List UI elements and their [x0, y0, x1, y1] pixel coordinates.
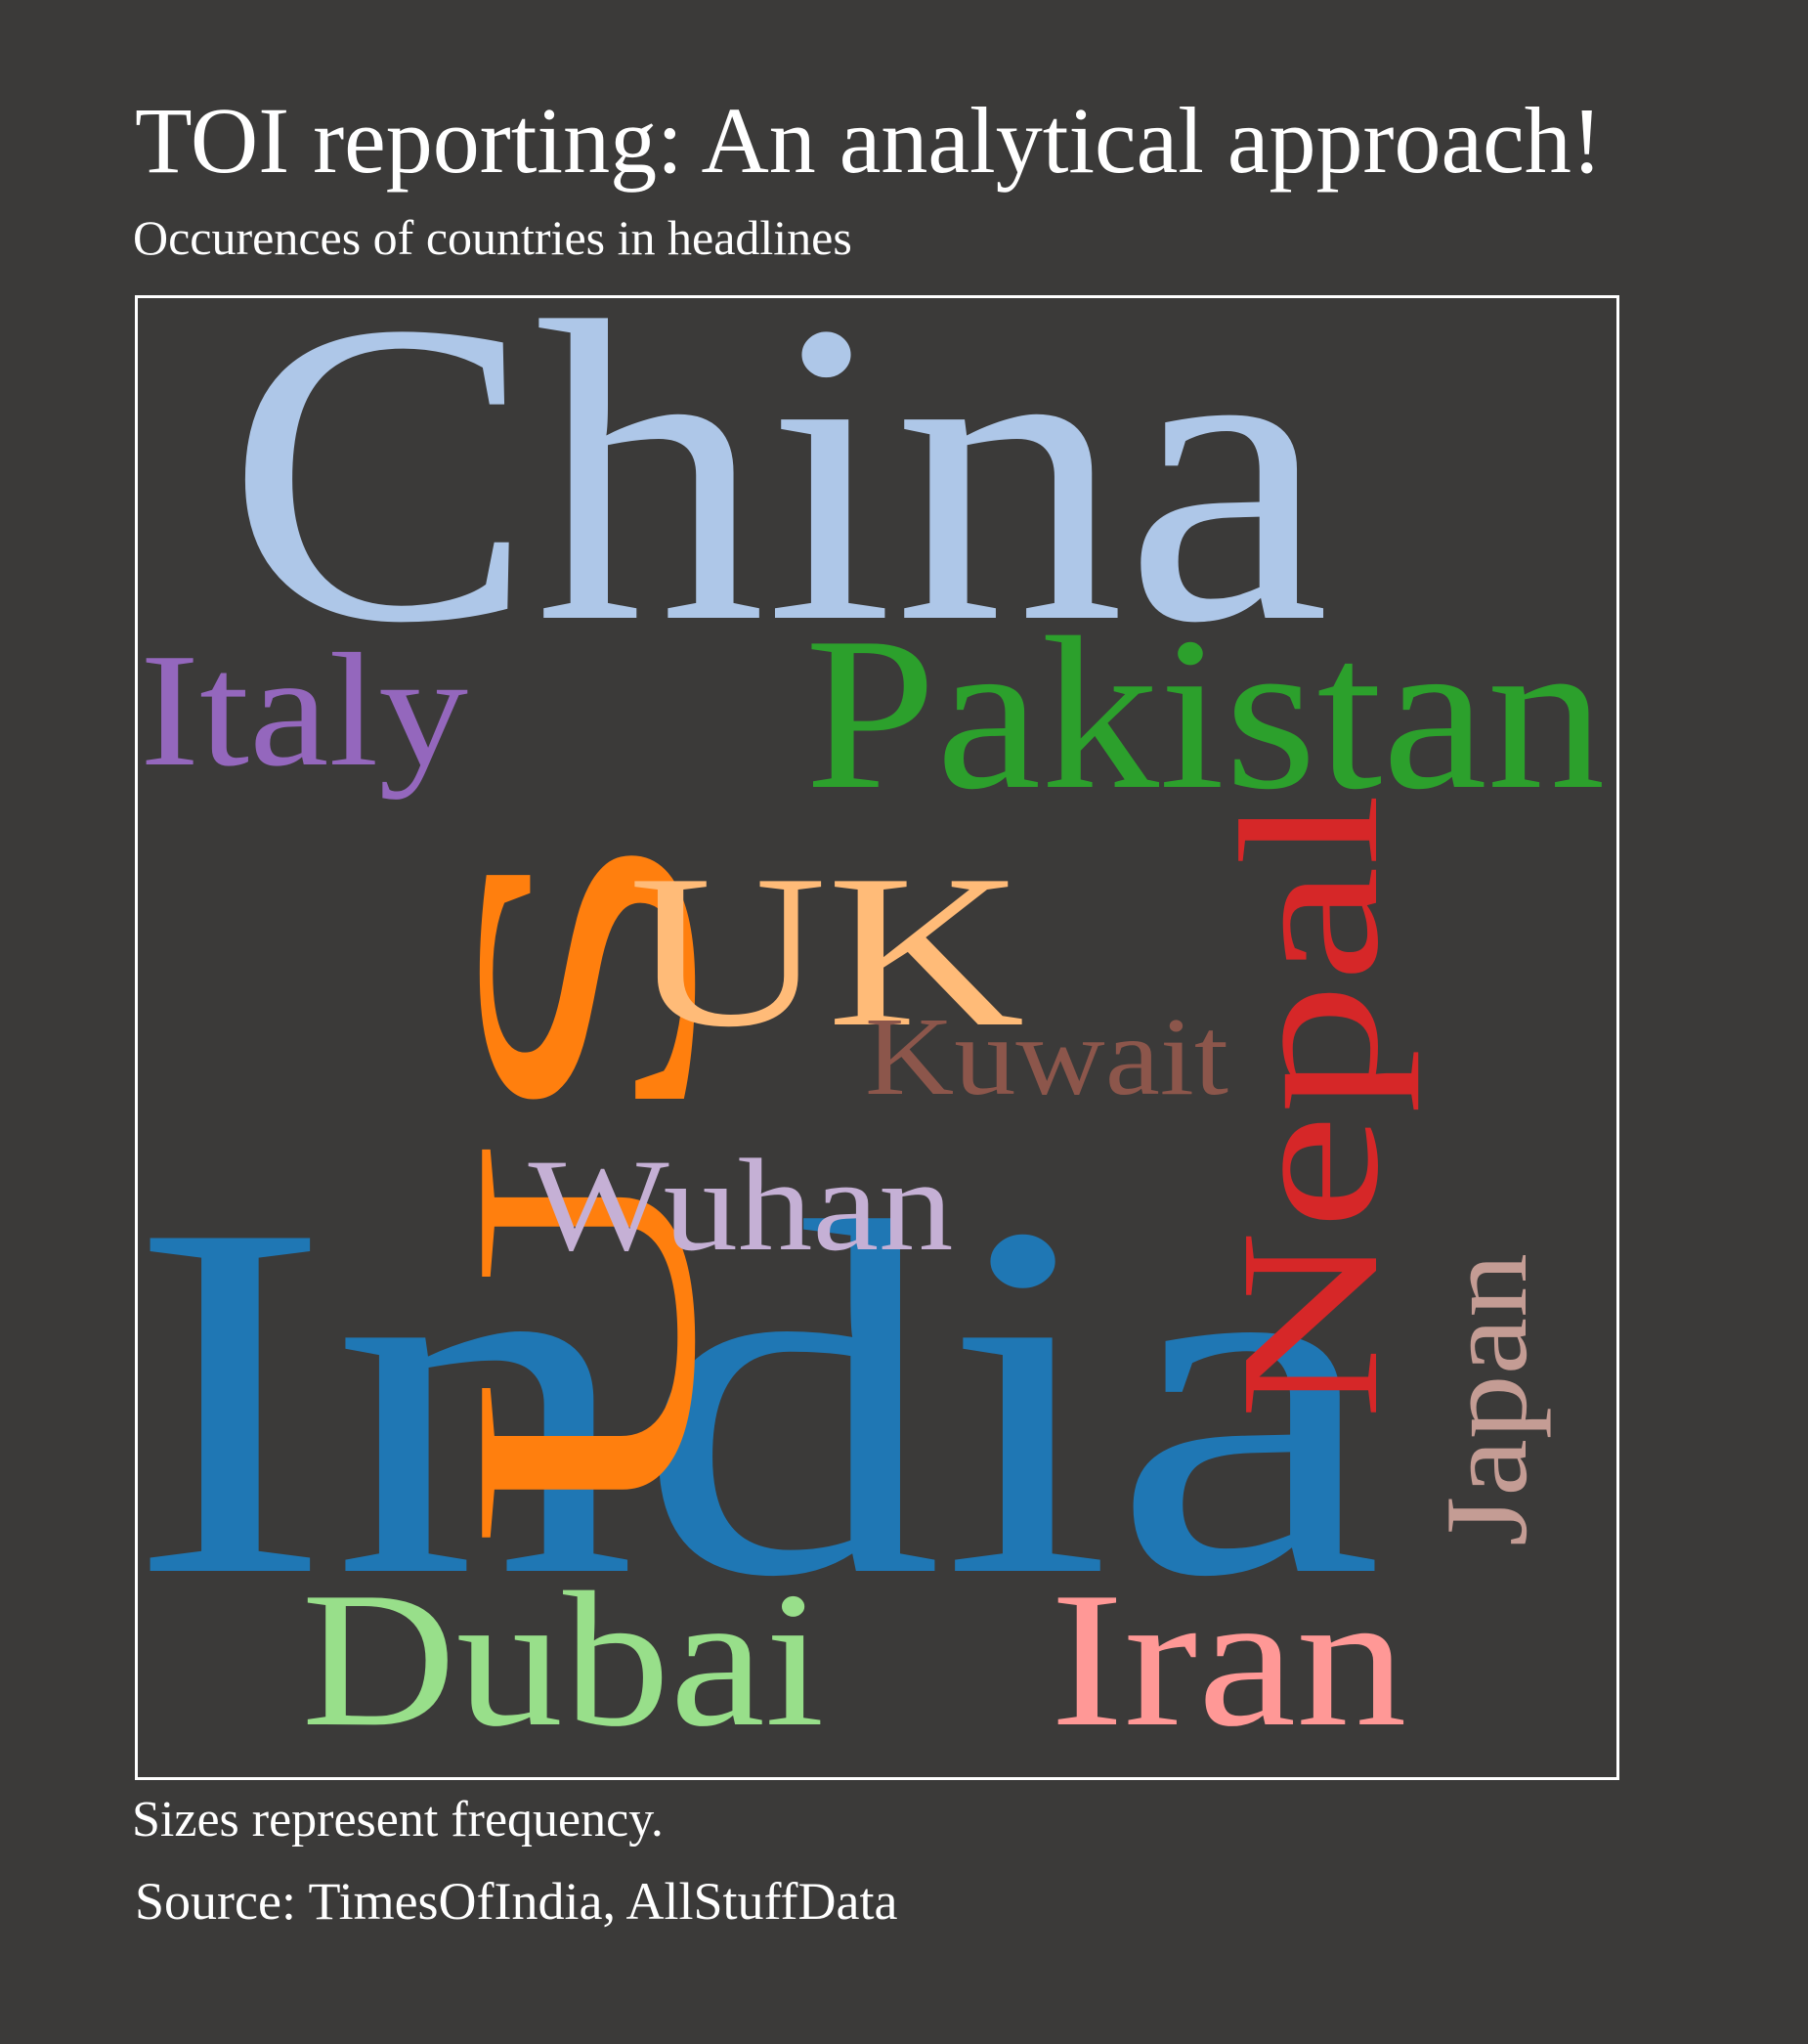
word-cloud: India China US Pakistan UK Nepal Dubai Iran Ital… — [135, 295, 1619, 1780]
word-italy: Italy — [140, 620, 468, 800]
word-uk: UK — [629, 830, 1025, 1072]
word-wuhan: Wuhan — [529, 1133, 954, 1279]
word-pakistan: Pakistan — [805, 592, 1606, 835]
word-cloud-frame — [135, 295, 1619, 1780]
word-us: US — [407, 820, 761, 1549]
source-credit: Source: TimesOfIndia, AllStuffData — [135, 1872, 898, 1931]
word-iran: Iran — [1051, 1552, 1407, 1766]
chart-title: TOI reporting: An analytical approach! — [135, 88, 1603, 193]
word-japan: Japan — [1421, 1253, 1551, 1546]
word-dubai: Dubai — [302, 1552, 825, 1766]
word-india: India — [135, 1119, 1383, 1681]
word-china: China — [227, 295, 1330, 712]
word-nepal: Nepal — [1199, 794, 1419, 1420]
word-kuwait: Kuwait — [865, 994, 1228, 1118]
size-legend-note: Sizes represent frequency. — [132, 1792, 664, 1848]
chart-subtitle: Occurences of countries in headlines — [133, 210, 852, 265]
